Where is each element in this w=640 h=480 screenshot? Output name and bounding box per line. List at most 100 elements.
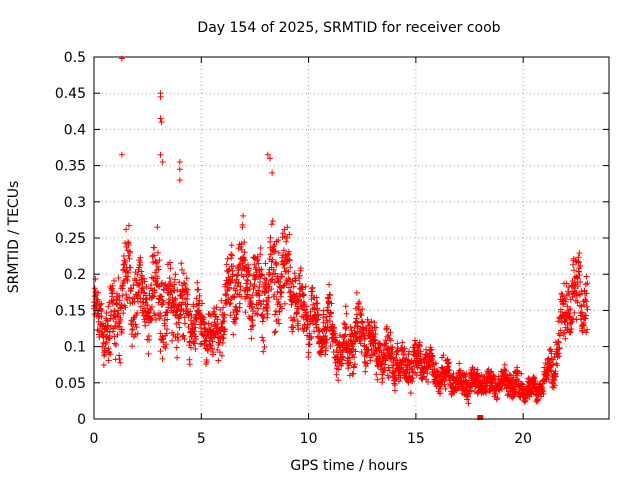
data-point — [267, 234, 274, 241]
data-point — [228, 242, 235, 249]
data-point — [276, 301, 283, 308]
data-point — [373, 371, 380, 378]
data-point — [407, 390, 414, 397]
data-point — [188, 312, 195, 319]
data-point — [289, 317, 296, 324]
data-point — [162, 312, 169, 319]
data-point — [269, 169, 276, 176]
data-point — [242, 257, 249, 264]
data-point — [154, 224, 161, 231]
data-point — [174, 354, 181, 361]
data-point — [322, 323, 329, 330]
data-point — [126, 250, 133, 257]
data-point — [184, 286, 191, 293]
data-point — [98, 313, 105, 320]
data-point — [171, 297, 178, 304]
data-point — [446, 366, 453, 373]
data-point — [372, 344, 379, 351]
data-point — [562, 295, 569, 302]
data-point — [534, 397, 541, 404]
data-point — [558, 290, 565, 297]
data-point — [171, 281, 178, 288]
data-point — [277, 278, 284, 285]
data-point — [239, 260, 246, 267]
data-point — [230, 331, 237, 338]
data-point — [275, 316, 282, 323]
data-point — [301, 292, 308, 299]
data-point — [583, 329, 590, 336]
data-point — [188, 317, 195, 324]
data-point — [117, 314, 124, 321]
data-point — [340, 320, 347, 327]
data-point — [219, 334, 226, 341]
data-point — [474, 366, 481, 373]
data-point — [575, 254, 582, 261]
data-point — [235, 279, 242, 286]
data-point — [285, 268, 292, 275]
data-point-marker — [477, 415, 484, 420]
data-point — [183, 275, 190, 282]
data-point — [172, 295, 179, 302]
data-point — [276, 320, 283, 327]
data-point — [229, 267, 236, 274]
data-point — [582, 296, 589, 303]
data-point — [194, 279, 201, 286]
data-point — [300, 292, 307, 299]
data-point — [572, 257, 579, 264]
x-tick-label: 0 — [90, 431, 99, 447]
y-tick-label: 0.45 — [55, 86, 86, 102]
y-tick-label: 0.3 — [64, 195, 86, 211]
data-point — [266, 155, 273, 162]
data-point — [267, 251, 274, 258]
data-point — [215, 357, 222, 364]
data-point — [269, 256, 276, 263]
data-point — [353, 334, 360, 341]
data-point — [453, 374, 460, 381]
data-point — [445, 360, 452, 367]
data-point — [409, 375, 416, 382]
data-point — [292, 277, 299, 284]
data-point — [569, 315, 576, 322]
data-point — [164, 309, 171, 316]
data-point — [379, 375, 386, 382]
data-point — [141, 305, 148, 312]
data-point — [290, 324, 297, 331]
data-point — [351, 361, 358, 368]
data-point — [287, 264, 294, 271]
data-point — [166, 299, 173, 306]
data-point — [281, 300, 288, 307]
data-point — [134, 271, 141, 278]
data-point — [343, 310, 350, 317]
data-point — [280, 247, 287, 254]
data-point — [119, 292, 126, 299]
data-point — [397, 371, 404, 378]
data-point — [387, 337, 394, 344]
data-point — [575, 259, 582, 266]
data-point — [192, 324, 199, 331]
data-point — [115, 274, 122, 281]
data-point — [94, 326, 101, 333]
data-point — [411, 337, 418, 344]
data-point — [569, 318, 576, 325]
data-point — [567, 328, 574, 335]
data-point — [583, 303, 590, 310]
data-point — [91, 285, 98, 292]
data-point — [563, 280, 570, 287]
data-point — [118, 151, 125, 158]
data-point — [243, 280, 250, 287]
data-point — [134, 330, 141, 337]
data-point — [262, 279, 269, 286]
data-point — [165, 296, 172, 303]
data-point — [324, 304, 331, 311]
data-point — [332, 337, 339, 344]
data-point — [357, 340, 364, 347]
data-point — [122, 258, 129, 265]
data-point — [164, 316, 171, 323]
data-point — [487, 369, 494, 376]
data-point — [285, 248, 292, 255]
data-point — [195, 286, 202, 293]
data-point — [304, 324, 311, 331]
data-point — [531, 375, 538, 382]
data-point — [326, 291, 333, 298]
data-point — [574, 299, 581, 306]
